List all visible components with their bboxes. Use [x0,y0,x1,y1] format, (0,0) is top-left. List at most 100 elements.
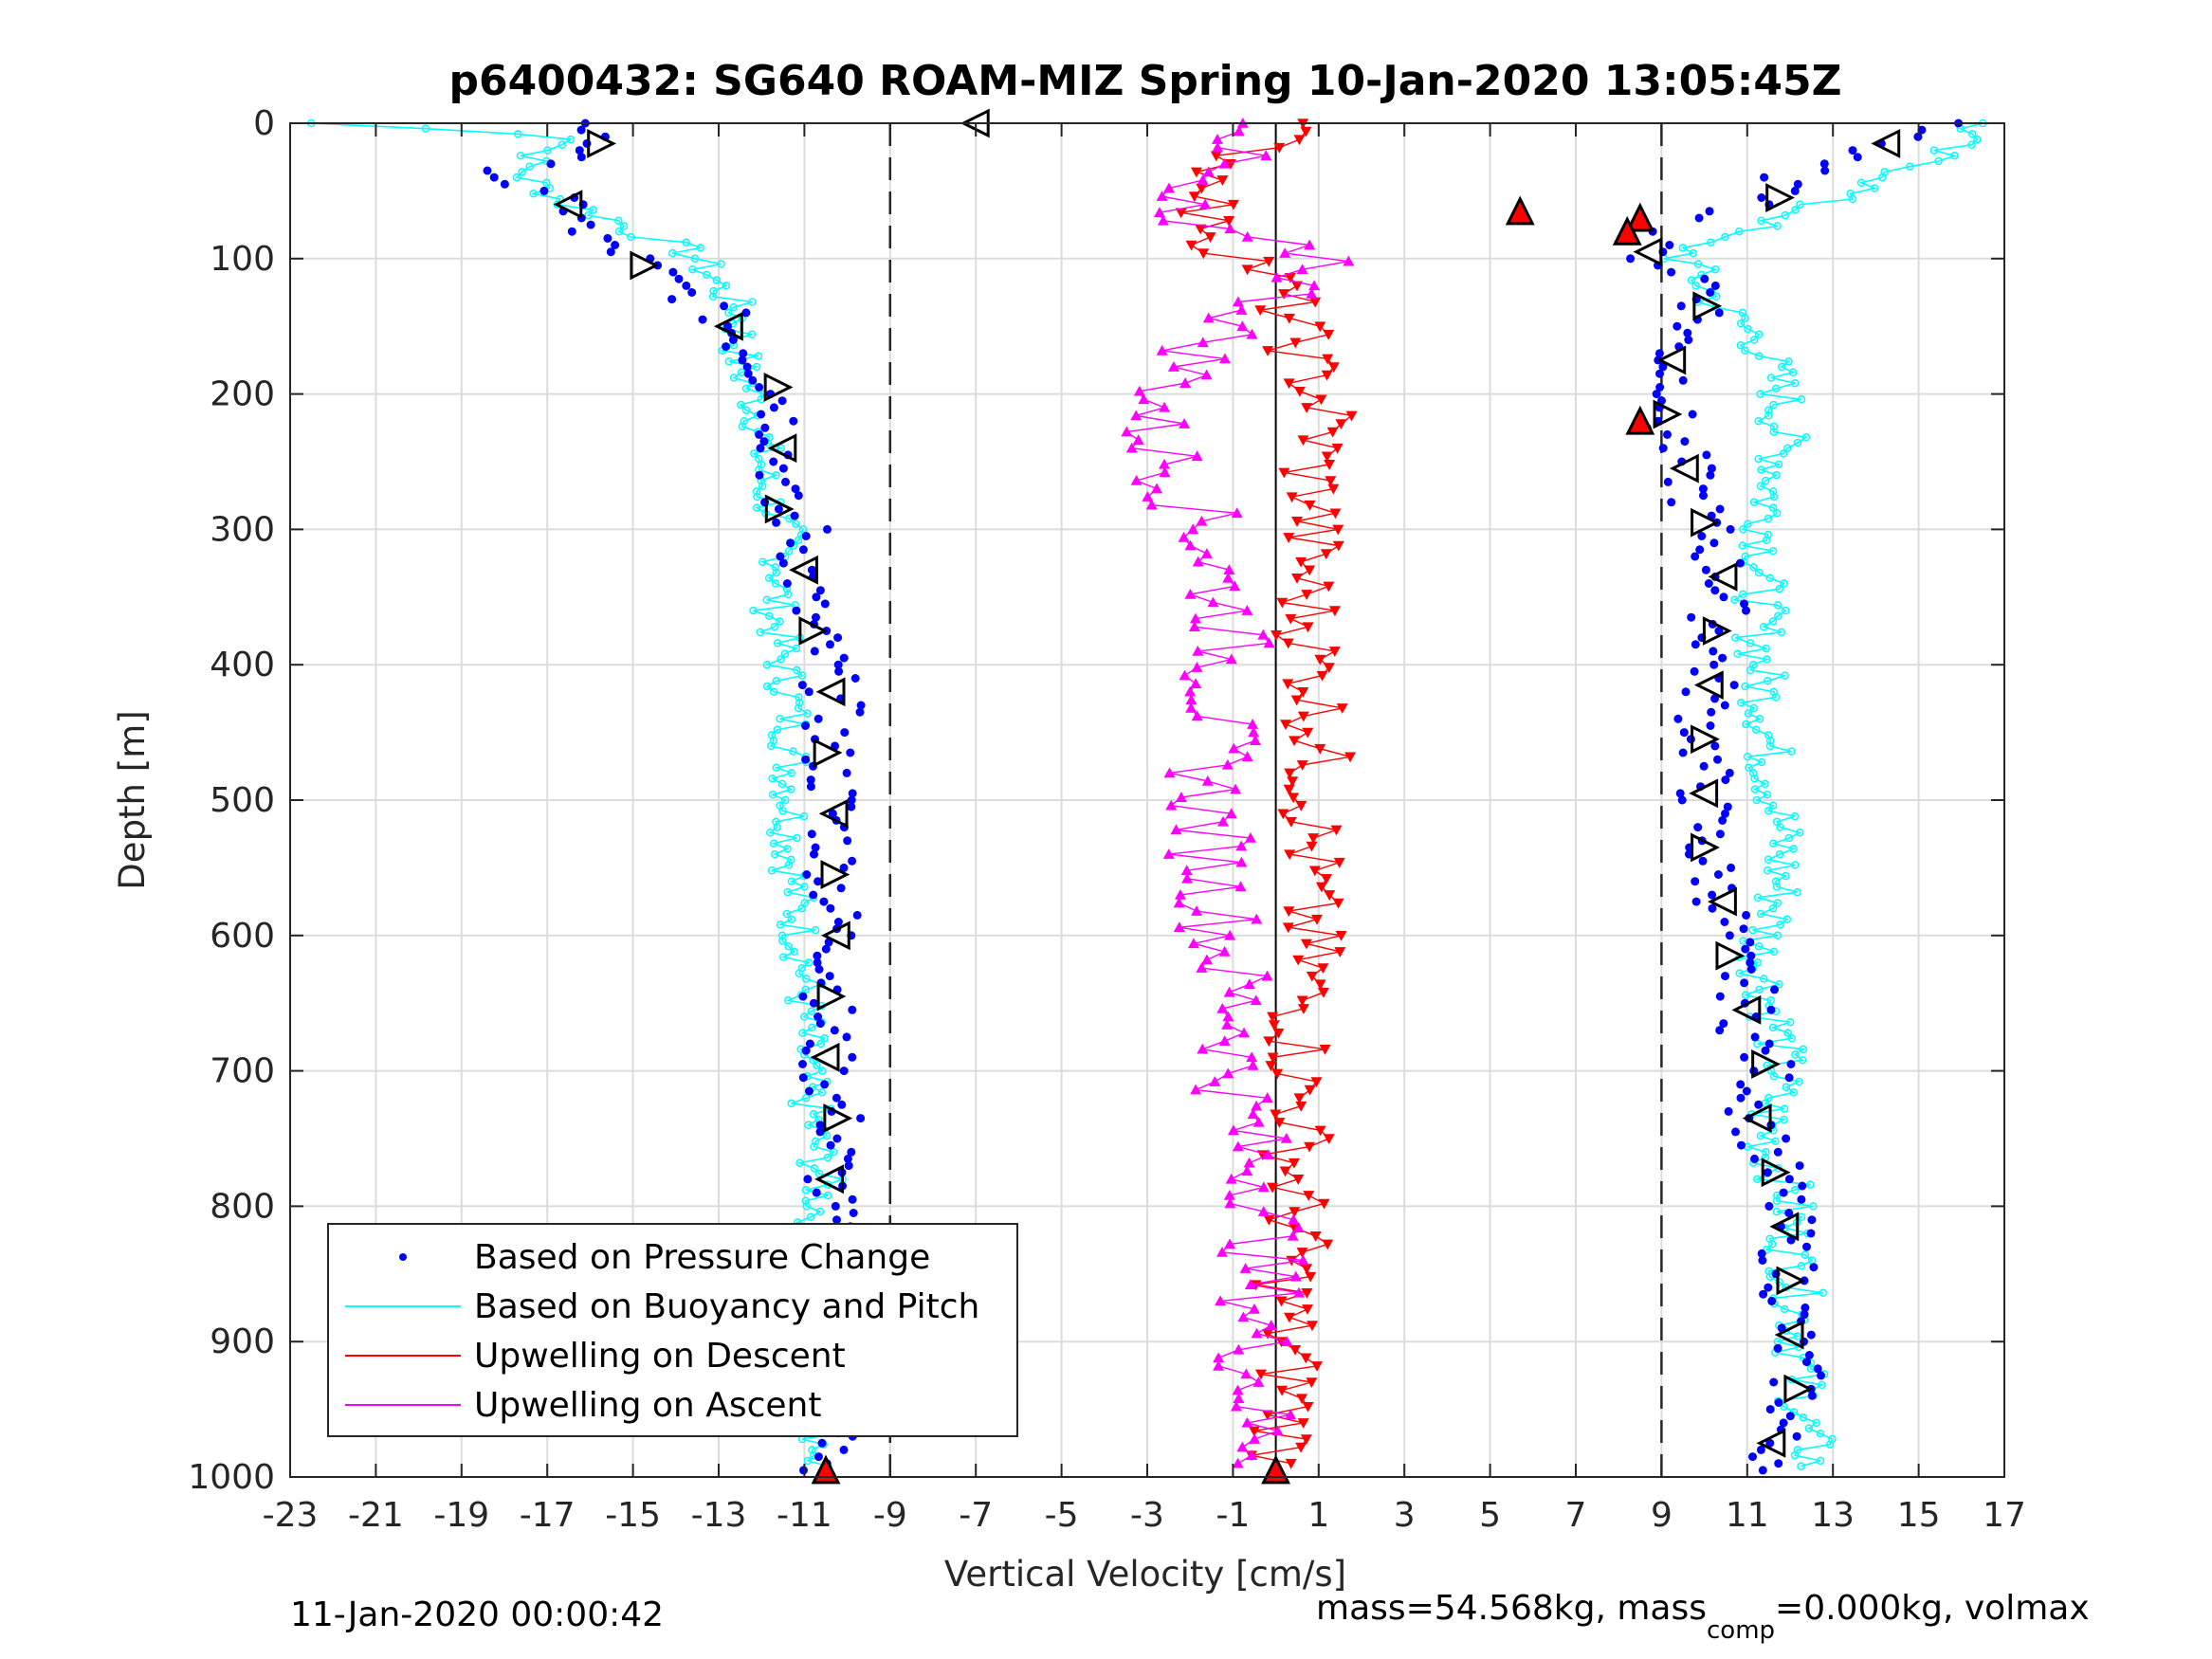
series-buoyancy-point [1731,633,1740,642]
series-upwelling-descent-point [1296,760,1308,771]
series-pressure-point [1655,383,1665,392]
series-pressure-point [809,890,818,900]
series-buoyancy-point [783,887,792,897]
legend-label-upwelling-ascent: Upwelling on Ascent [474,1386,821,1425]
series-pressure-point [848,1005,857,1014]
footer-mass-text-2: =0.000kg, volmax [1775,1589,2090,1628]
series-upwelling-descent-point [1315,394,1327,406]
series-pressure-point [1708,903,1717,913]
series-buoyancy-point [1796,829,1804,837]
series-buoyancy-point [776,617,784,626]
series-pressure-point [606,247,615,257]
series-buoyancy-point [801,1196,810,1205]
series-pressure-point [815,586,825,595]
series-buoyancy-point [1782,915,1792,923]
series-upwelling-descent-point [1327,483,1340,495]
series-buoyancy-point [1774,460,1783,469]
series-upwelling-ascent-point [1238,1027,1251,1038]
series-pressure-point [489,173,499,182]
series-upwelling-ascent-point [1281,1336,1293,1346]
roll-marker [1731,994,1762,1025]
series-upwelling-ascent-point [1260,150,1272,161]
series-pressure-point [1676,301,1686,311]
roll-marker [1653,399,1683,429]
series-upwelling-descent-point [1241,264,1253,276]
series-pressure-point [810,849,818,859]
series-buoyancy-point [724,308,733,318]
series-buoyancy-point [781,795,790,805]
series-buoyancy-point [709,286,718,296]
series-buoyancy-point [1791,206,1800,214]
series-buoyancy-point [762,595,771,604]
x-tick-label: 3 [1394,1496,1416,1535]
series-buoyancy-point [1777,362,1786,372]
series-pressure-point [1735,558,1745,568]
series-pressure-point [1782,1134,1791,1143]
series-upwelling-ascent-point [1262,1149,1274,1159]
series-upwelling-descent-point [1295,1442,1307,1453]
series-pressure-point [760,423,770,432]
roll-marker [587,128,617,158]
roll-marker [818,798,849,829]
series-pressure-point [728,336,738,344]
series-buoyancy-point [1765,574,1775,583]
roll-marker [813,738,843,768]
series-buoyancy-point [766,829,775,837]
series-upwelling-descent-point [1287,776,1299,788]
series-buoyancy-point [808,1023,816,1032]
series-upwelling-ascent-point [1216,815,1229,827]
series-upwelling-descent-point [1285,817,1297,828]
series-upwelling-ascent-point [1263,637,1275,648]
series-buoyancy-point [741,406,751,414]
series-upwelling-ascent-point [1191,710,1203,721]
series-pressure-point [603,233,612,243]
series-pressure-point [776,552,785,561]
series-upwelling-ascent-point [1213,1359,1225,1371]
roll-marker [798,616,829,646]
series-buoyancy-point [1707,238,1715,246]
series-upwelling-descent-point [1285,613,1297,625]
series-buoyancy-point [823,1191,832,1200]
series-pressure-point [792,606,801,615]
series-pressure-point [842,768,851,777]
roll-marker [1669,453,1699,483]
series-buoyancy-point [762,660,772,669]
series-pressure-point [786,538,795,548]
series-upwelling-descent-point [1195,224,1207,235]
series-pressure-point [769,403,778,412]
roll-marker [1702,616,1732,646]
series-pressure-point [794,491,803,501]
series-pressure-point [1817,1371,1825,1380]
series-pressure-point [1759,1289,1768,1299]
series-pressure-point [1714,308,1724,318]
series-buoyancy-point [1741,552,1749,561]
series-upwelling-ascent-point [1181,872,1194,884]
series-buoyancy-point [1825,1440,1835,1449]
series-upwelling-descent-point [1296,1248,1308,1258]
series-buoyancy-point [1797,1261,1806,1270]
series-pressure-point [576,125,586,135]
series-upwelling-ascent-point [1231,507,1243,519]
series-upwelling-descent-point [1317,987,1329,998]
series-pressure-point [833,633,843,643]
series-upwelling-ascent-point [1279,247,1291,258]
roll-marker [1689,778,1719,809]
series-upwelling-ascent-point [1287,1230,1299,1241]
series-buoyancy-point [1793,1332,1801,1340]
series-pressure-point [748,375,758,385]
series-buoyancy-point [708,292,718,301]
series-upwelling-ascent-point [1251,1327,1263,1339]
y-tick-label: 0 [253,104,275,143]
series-buoyancy-point [748,298,757,306]
series-buoyancy-point [772,763,781,772]
series-buoyancy-point [816,1039,826,1048]
series-upwelling-ascent-point [1165,799,1178,811]
series-pressure-point [1913,132,1923,141]
series-upwelling-descent-point [1336,703,1348,714]
series-buoyancy-point [1790,1186,1800,1194]
series-upwelling-descent-point [1263,1214,1275,1226]
series-pressure-point [855,707,865,717]
series-upwelling-descent-point [1323,329,1335,340]
series-pressure-point [820,1080,830,1089]
series-buoyancy-point [793,833,801,843]
